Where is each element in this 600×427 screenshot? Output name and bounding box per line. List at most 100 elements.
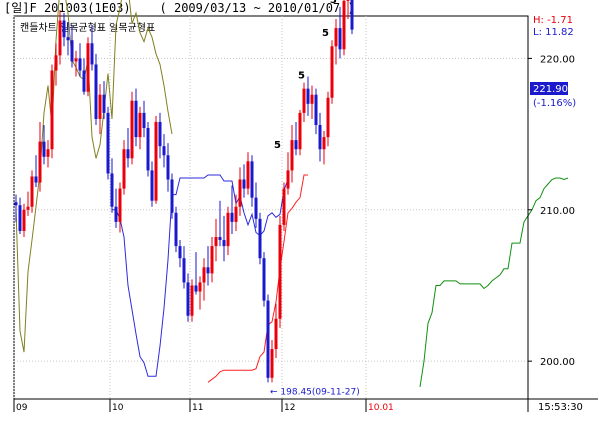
candle-body <box>14 202 18 206</box>
candle-body <box>266 300 270 378</box>
candle-body <box>78 58 82 71</box>
wave-label: 5 <box>274 140 281 151</box>
candle-body <box>126 149 130 159</box>
candle-body <box>282 188 286 225</box>
x-axis: 09 10 11 12 10.01 <box>13 399 394 413</box>
wave-label: 5 <box>298 71 305 82</box>
candle-body <box>114 206 118 222</box>
candle-body <box>86 43 90 92</box>
candle-body <box>294 140 298 150</box>
current-change: (-1.16%) <box>533 98 576 109</box>
candle-body <box>250 161 254 198</box>
candle-body <box>322 137 326 150</box>
candle-body <box>102 94 106 113</box>
x-tick-label: 11 <box>192 403 203 413</box>
candle-body <box>258 218 262 259</box>
candle-body <box>290 140 294 171</box>
chart-title: [일]F 201003(1E03) ( 2009/03/13 ~ 2010/01… <box>4 1 355 15</box>
candle-body <box>286 170 290 189</box>
legend-text: 캔들차트 일목균형표 일목균형표 <box>20 22 155 34</box>
candle-body <box>30 176 34 207</box>
candle-body <box>34 176 38 183</box>
candle-body <box>242 179 246 189</box>
clock-time: 15:53:30 <box>538 402 583 413</box>
candle-body <box>130 100 134 159</box>
gridlines <box>13 16 528 399</box>
candle-body <box>110 173 114 207</box>
candle-body <box>146 128 150 171</box>
candle-body <box>334 28 338 47</box>
x-tick-label: 10 <box>112 403 124 413</box>
candle-body <box>82 70 86 92</box>
y-tick-label: 210.00 <box>540 206 575 217</box>
candle-body <box>326 97 330 138</box>
series-lagging-line <box>15 0 173 353</box>
candle-body <box>94 64 98 119</box>
series-leading-line <box>419 177 569 387</box>
x-tick-label: 09 <box>16 403 28 413</box>
candle-body <box>202 267 206 283</box>
candle-body <box>222 240 226 247</box>
candle-body <box>274 318 278 350</box>
candle-body <box>42 141 46 157</box>
candle-body <box>54 55 58 71</box>
y-tick-label: 200.00 <box>540 357 575 368</box>
candle-body <box>62 20 66 38</box>
low-label: L: 11.82 <box>533 27 574 38</box>
candle-body <box>190 285 194 316</box>
candle-body <box>90 43 94 65</box>
candle-body <box>98 94 102 119</box>
candle-body <box>70 40 74 62</box>
x-tick-label: 10.01 <box>368 403 394 413</box>
candle-body <box>66 37 70 41</box>
candle-body <box>226 212 230 247</box>
candle-body <box>158 121 162 147</box>
candle-body <box>254 197 258 219</box>
candle-body <box>106 112 110 174</box>
y-tick-label: 220.00 <box>540 54 575 65</box>
candle-body <box>350 0 354 30</box>
wave-label: 5 <box>322 28 329 39</box>
candle-body <box>314 94 318 125</box>
candle-body <box>186 282 190 316</box>
candle-body <box>218 237 222 241</box>
candle-body <box>262 258 266 301</box>
candle-body <box>338 28 342 50</box>
candle-body <box>302 88 306 113</box>
candle-body <box>246 161 250 189</box>
candle-body <box>142 112 146 129</box>
candle-body <box>178 246 182 259</box>
candle-body <box>26 206 30 210</box>
candle-layer <box>14 0 354 383</box>
candle-body <box>174 212 178 247</box>
candle-body <box>330 46 334 98</box>
candle-body <box>346 0 350 1</box>
candle-body <box>74 58 78 62</box>
low-annotation: ← 198.45(09-11-27) <box>270 388 360 398</box>
candle-body <box>214 237 218 247</box>
candle-body <box>22 209 26 231</box>
candle-body <box>230 212 234 222</box>
candle-body <box>206 267 210 274</box>
y-axis: 220.00 210.00 200.00 <box>528 54 575 368</box>
candle-body <box>18 205 22 231</box>
current-price: 221.90 <box>533 84 568 95</box>
candle-body <box>310 94 314 104</box>
candle-body <box>194 285 198 292</box>
candle-body <box>134 100 138 138</box>
candle-body <box>278 224 282 319</box>
candle-body <box>162 146 166 156</box>
candle-body <box>138 112 142 138</box>
candle-body <box>270 349 274 378</box>
candle-body <box>58 20 62 56</box>
x-tick-label: 12 <box>284 403 295 413</box>
series-base-line <box>207 174 308 383</box>
candle-body <box>306 88 310 104</box>
candle-body <box>170 179 174 213</box>
candle-body <box>118 188 122 222</box>
candle-body <box>210 246 214 274</box>
candle-body <box>122 149 126 189</box>
plot-background <box>13 15 529 400</box>
candle-body <box>182 258 186 283</box>
